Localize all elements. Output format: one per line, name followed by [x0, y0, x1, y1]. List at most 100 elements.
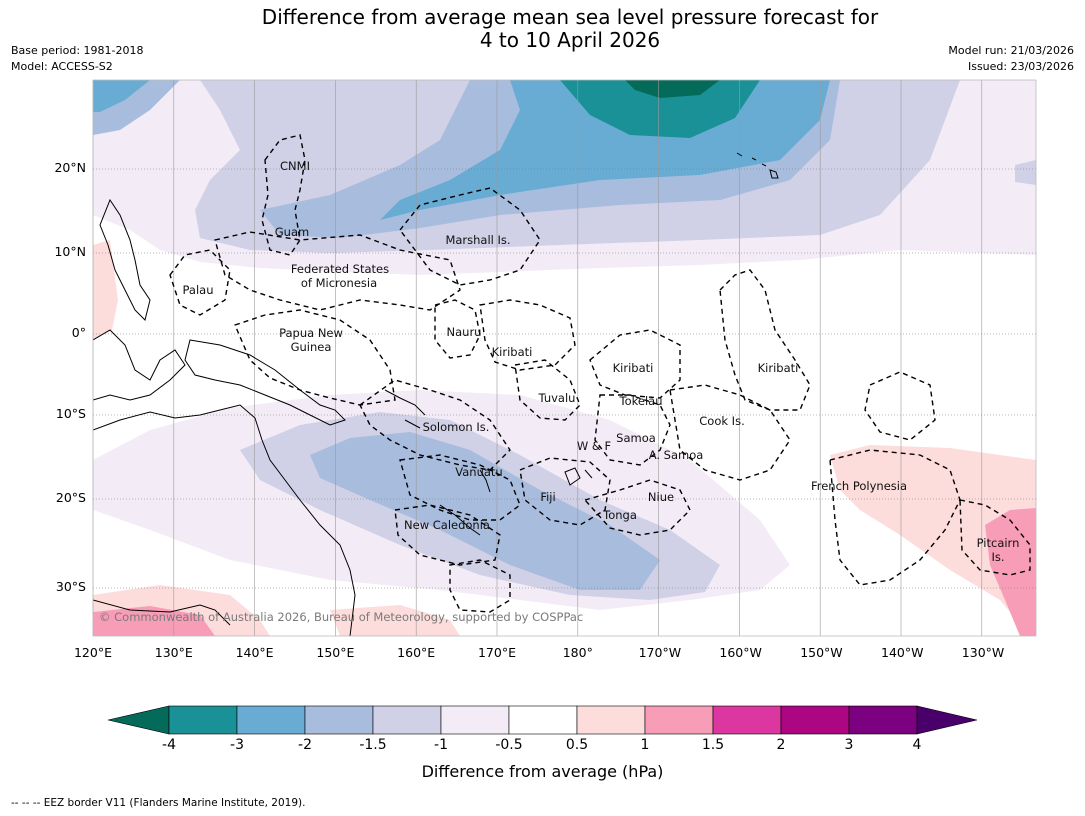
- longitude-label: 130°W: [961, 645, 1005, 660]
- copyright-credit: © Commonwealth of Australia 2026, Bureau…: [99, 610, 583, 624]
- label-tuvalu: Tuvalu: [538, 391, 576, 405]
- longitude-label: 180°: [562, 645, 593, 660]
- colorbar-tick-label: -2: [298, 737, 312, 753]
- eez-micronesia: [214, 231, 461, 311]
- colorbar-tick-label: 0.5: [565, 737, 589, 753]
- coastline-philippines: [99, 198, 151, 321]
- anomaly-band-pink-sw: [93, 606, 215, 636]
- label-nauru: Nauru: [447, 325, 482, 339]
- anomaly-band-pink-east: [985, 508, 1036, 636]
- eez-pitcairn: [959, 499, 1031, 576]
- coastline-fiji: [564, 467, 593, 486]
- anomaly-band-pink-light-west: [93, 240, 118, 340]
- coastline-borneo-celebes: [93, 329, 186, 401]
- colorbar-segment: [848, 705, 918, 735]
- chart-title: Difference from average mean sea level p…: [0, 6, 1085, 52]
- longitude-label: 160°W: [719, 645, 762, 660]
- colorbar-segment: [576, 705, 646, 735]
- eez-tuvalu: [514, 359, 581, 421]
- anomaly-band-blue-nw: [93, 80, 150, 112]
- coastlines: [93, 152, 779, 636]
- title-line-1: Difference from average mean sea level p…: [261, 5, 879, 29]
- colorbar-tick-label: 1: [640, 737, 650, 753]
- anomaly-band-pink-light-s: [330, 605, 460, 636]
- colorbar-title: Difference from average (hPa): [421, 762, 664, 781]
- eez-vanuatu: [399, 454, 521, 521]
- colorbar-segment: [304, 705, 374, 735]
- label-vanuatu: Vanuatu: [455, 465, 502, 479]
- coastline-hawaii: [736, 152, 779, 179]
- place-labels: CNMI Guam Marshall Is. Federated States …: [183, 159, 1020, 564]
- latitude-label: 30°S: [55, 579, 86, 594]
- longitude-label: 140°E: [235, 645, 274, 660]
- eez-french-polynesia: [829, 449, 961, 586]
- coastline-australia: [93, 404, 356, 636]
- eez-south-australia-nz: [449, 559, 511, 613]
- eez-cook: [669, 384, 791, 481]
- coastline-vanuatu: [479, 469, 491, 493]
- label-png-1: Papua New: [279, 326, 343, 340]
- eez-tokelau-samoa: [594, 394, 671, 466]
- label-cnmi: CNMI: [280, 159, 310, 173]
- colorbar-tick-label: 1.5: [701, 737, 725, 753]
- meta-right: Model run: 21/03/2026 Issued: 23/03/2026: [948, 43, 1074, 75]
- eez-kiribati-line: [719, 269, 811, 411]
- label-samoa: Samoa: [616, 431, 656, 445]
- longitude-label: 150°W: [800, 645, 843, 660]
- label-new-caledonia: New Caledonia: [404, 518, 490, 532]
- colorbar-tick-label: -1: [434, 737, 448, 753]
- colorbar-segment: [712, 705, 782, 735]
- eez-solomon: [359, 379, 511, 471]
- label-palau: Palau: [183, 283, 214, 297]
- colorbar-under-arrow: [107, 705, 170, 735]
- label-kiribati-central: Kiribati: [613, 361, 654, 375]
- issued-date: Issued: 23/03/2026: [967, 60, 1074, 73]
- eez-new-caledonia: [394, 504, 501, 566]
- eez-palau: [169, 249, 231, 316]
- label-tokelau: Tokelau: [619, 394, 663, 408]
- label-solomon: Solomon Is.: [423, 420, 490, 434]
- longitude-label: 130°E: [154, 645, 193, 660]
- colorbar-segment: [236, 705, 306, 735]
- coastline-new-caledonia: [439, 504, 481, 536]
- latitude-label: 10°S: [55, 406, 86, 421]
- colorbar-tick-label: -0.5: [495, 737, 523, 753]
- latitude-label: 20°N: [54, 160, 86, 175]
- model-run: Model run: 21/03/2026: [948, 44, 1074, 57]
- eez-png: [234, 309, 396, 406]
- eez-tonga-niue: [583, 479, 691, 536]
- graticule: [92, 80, 1036, 636]
- label-kiribati-east: Kiribati: [758, 361, 799, 375]
- longitude-label: 150°E: [316, 645, 355, 660]
- label-png-2: Guinea: [291, 340, 332, 354]
- latitude-label: 20°S: [55, 490, 86, 505]
- anomaly-band-teal: [560, 80, 760, 138]
- eez-footnote: -- -- -- EEZ border V11 (Flanders Marine…: [11, 797, 306, 809]
- colorbar-segment: [508, 705, 578, 735]
- eez-kiribati-gilbert: [479, 299, 576, 371]
- latitude-label: 0°: [71, 325, 86, 340]
- coastline-new-guinea: [184, 339, 346, 426]
- colorbar: [107, 705, 978, 735]
- eez-fiji: [519, 457, 611, 526]
- base-period: Base period: 1981-2018: [11, 44, 144, 57]
- label-fsm-2: of Micronesia: [301, 276, 377, 290]
- latitude-label: 10°N: [54, 244, 86, 259]
- longitude-label: 170°W: [638, 645, 682, 660]
- colorbar-tick-label: -3: [230, 737, 244, 753]
- title-line-2: 4 to 10 April 2026: [479, 28, 661, 52]
- label-pitcairn-2: Is.: [991, 550, 1004, 564]
- eez-french-polynesia-north: [864, 371, 936, 441]
- colorbar-segment: [644, 705, 714, 735]
- label-niue: Niue: [648, 490, 674, 504]
- colorbar-tick-label: 2: [776, 737, 786, 753]
- map-frame: [92, 79, 1037, 637]
- colorbar-tick-label: 4: [912, 737, 922, 753]
- eez-nauru: [434, 299, 481, 359]
- anomaly-band-dark-teal: [625, 80, 720, 98]
- colorbar-segment: [168, 705, 238, 735]
- longitude-label: 120°E: [73, 645, 112, 660]
- label-pitcairn-1: Pitcairn: [977, 536, 1020, 550]
- meta-left: Base period: 1981-2018 Model: ACCESS-S2: [11, 43, 143, 75]
- longitude-label: 140°W: [881, 645, 924, 660]
